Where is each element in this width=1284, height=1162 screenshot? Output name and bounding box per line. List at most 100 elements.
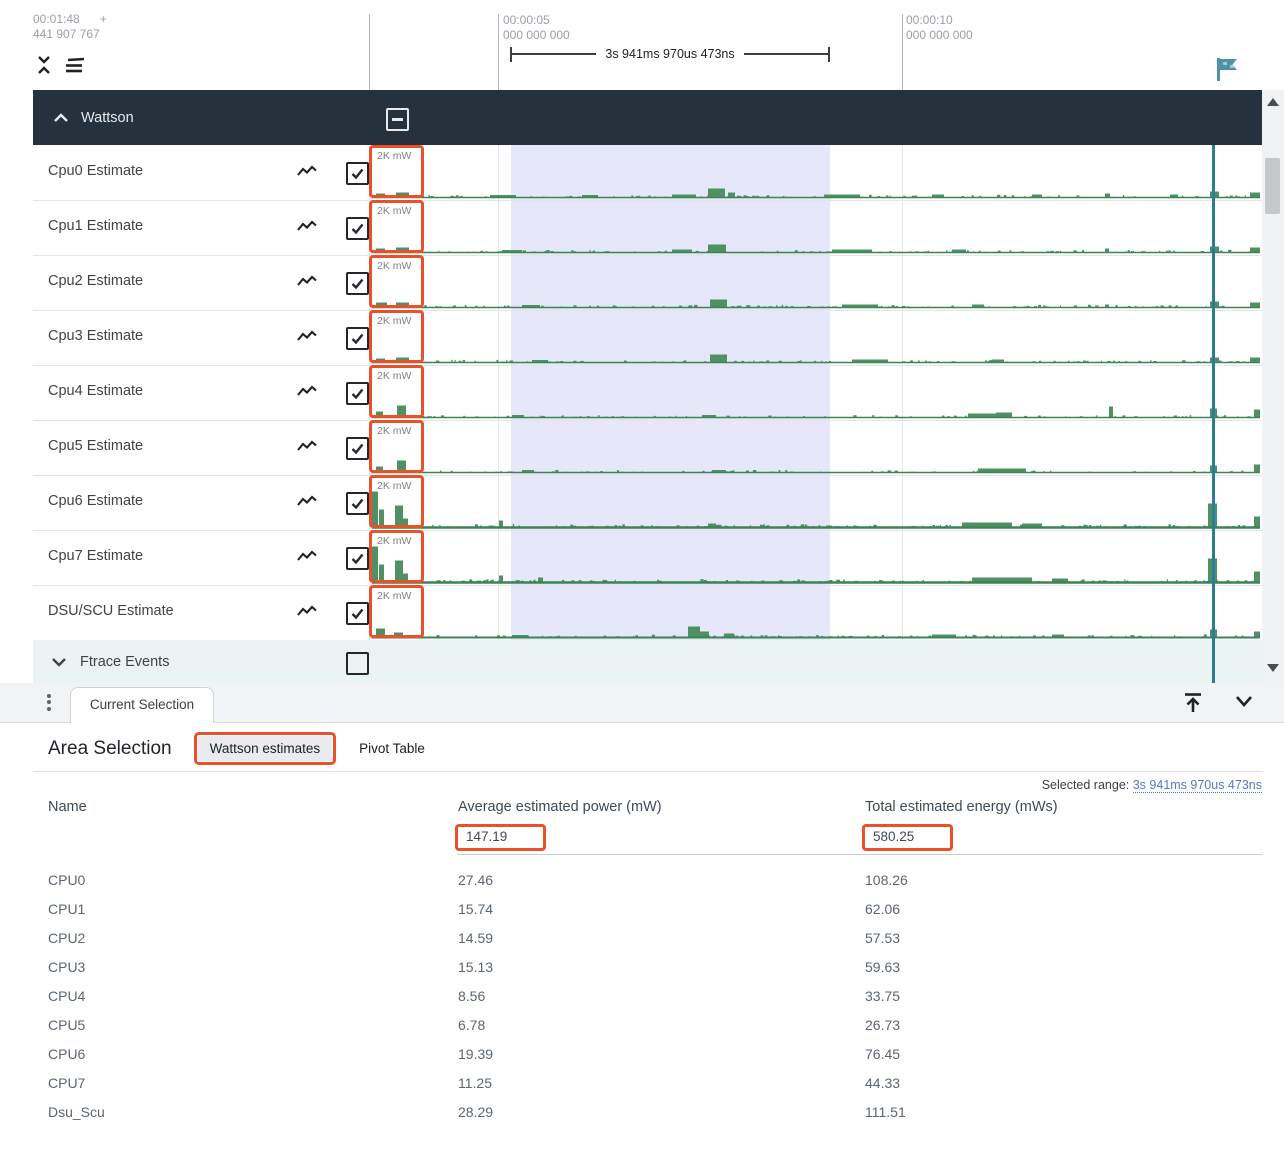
annotation-box: 2K mW xyxy=(369,310,424,363)
row-avg-power: 19.39 xyxy=(458,1046,494,1062)
scrollbar-thumb[interactable] xyxy=(1265,158,1280,214)
check-icon xyxy=(351,498,364,510)
annotation-box: 2K mW xyxy=(369,145,424,198)
row-total-energy: 59.63 xyxy=(865,959,901,975)
row-avg-power: 14.59 xyxy=(458,930,494,946)
vertical-scrollbar[interactable] xyxy=(1262,90,1284,683)
row-avg-power: 6.78 xyxy=(458,1017,486,1033)
check-icon xyxy=(351,443,364,455)
row-total-energy: 108.26 xyxy=(865,872,908,888)
line-chart-icon xyxy=(297,272,318,290)
annotation-box: 2K mW xyxy=(369,200,424,253)
track-row[interactable]: Cpu5 Estimate 2K mW xyxy=(33,420,1262,476)
selected-range: Selected range: 3s 941ms 970us 473ns xyxy=(1041,778,1262,793)
caret-up-icon[interactable] xyxy=(52,112,70,124)
track-checkbox[interactable] xyxy=(346,492,369,515)
viewport-start-label: 00:01:48 + 441 907 767 xyxy=(33,12,107,42)
annotation-box: 2K mW xyxy=(369,585,424,638)
track-row[interactable]: Cpu3 Estimate 2K mW xyxy=(33,310,1262,366)
viewport-time: 00:01:48 xyxy=(33,12,80,26)
group-title: Wattson xyxy=(81,109,134,126)
viewport-offset: 441 907 767 xyxy=(33,27,100,41)
track-row[interactable]: DSU/SCU Estimate 2K mW xyxy=(33,585,1262,641)
line-chart-icon xyxy=(297,327,318,345)
row-name: CPU6 xyxy=(48,1046,86,1062)
row-name: CPU3 xyxy=(48,959,86,975)
row-total-energy: 62.06 xyxy=(865,901,901,917)
line-chart-icon xyxy=(297,382,318,400)
selected-range-link[interactable]: 3s 941ms 970us 473ns xyxy=(1132,778,1262,793)
track-waveform[interactable] xyxy=(372,255,1260,310)
track-waveform[interactable] xyxy=(372,530,1260,585)
selected-range-label: Selected range: xyxy=(1041,778,1130,792)
table-row: CPU6 19.39 76.45 xyxy=(48,1040,1262,1069)
track-row[interactable]: Cpu2 Estimate 2K mW xyxy=(33,255,1262,311)
track-scale-label: 2K mW xyxy=(377,150,412,162)
check-icon xyxy=(351,553,364,565)
track-row[interactable]: Cpu4 Estimate 2K mW xyxy=(33,365,1262,421)
panel-boundary-tick xyxy=(369,14,370,90)
track-waveform[interactable] xyxy=(372,420,1260,475)
track-waveform[interactable] xyxy=(372,310,1260,365)
tab-current-selection[interactable]: Current Selection xyxy=(70,687,214,723)
panel-header: Area Selection Wattson estimates Pivot T… xyxy=(48,732,425,765)
clear-all-icon[interactable] xyxy=(62,56,86,76)
annotation-box: 2K mW xyxy=(369,475,424,528)
track-row[interactable]: Cpu6 Estimate 2K mW xyxy=(33,475,1262,531)
tab-pivot-table[interactable]: Pivot Table xyxy=(359,741,425,756)
track-waveform[interactable] xyxy=(372,145,1260,200)
row-name: CPU1 xyxy=(48,901,86,917)
track-checkbox[interactable] xyxy=(346,272,369,295)
track-scale-label: 2K mW xyxy=(377,590,412,602)
track-row[interactable]: Cpu1 Estimate 2K mW xyxy=(33,200,1262,256)
total-energy: 580.25 xyxy=(873,829,915,844)
chevron-down-icon[interactable] xyxy=(1232,693,1256,711)
scroll-up-icon[interactable] xyxy=(1267,98,1279,106)
row-avg-power: 15.13 xyxy=(458,959,494,975)
row-total-energy: 26.73 xyxy=(865,1017,901,1033)
group-header-wattson[interactable]: Wattson xyxy=(33,90,1262,145)
row-name: CPU7 xyxy=(48,1075,86,1091)
ruler-label-5s: 00:00:05 000 000 000 xyxy=(503,13,570,42)
viewport-plus: + xyxy=(99,12,107,26)
timeline-ruler[interactable]: 00:01:48 + 441 907 767 00:00:05 000 000 00… xyxy=(0,0,1284,90)
scroll-down-icon[interactable] xyxy=(1267,664,1279,672)
flag-icon[interactable] xyxy=(1214,55,1241,83)
row-avg-power: 11.25 xyxy=(458,1075,492,1091)
track-checkbox[interactable] xyxy=(346,382,369,405)
track-checkbox[interactable] xyxy=(346,547,369,570)
track-waveform[interactable] xyxy=(372,585,1260,640)
track-checkbox[interactable] xyxy=(346,327,369,350)
collapse-all-icon[interactable] xyxy=(33,54,55,76)
track-waveform[interactable] xyxy=(372,475,1260,530)
col-total-energy: Total estimated energy (mWs) xyxy=(865,799,1058,815)
track-scale-label: 2K mW xyxy=(377,205,412,217)
dock-to-top-icon[interactable] xyxy=(1180,691,1206,715)
kebab-menu-icon[interactable] xyxy=(42,691,56,715)
ftrace-checkbox[interactable] xyxy=(346,652,369,675)
selection-duration-label: 3s 941ms 970us 473ns xyxy=(605,47,735,61)
group-header-ftrace[interactable]: Ftrace Events xyxy=(33,640,1262,683)
table-row: CPU3 15.13 59.63 xyxy=(48,953,1262,982)
selection-marker-line[interactable] xyxy=(1212,145,1215,683)
indeterminate-checkbox[interactable] xyxy=(386,108,409,131)
track-checkbox[interactable] xyxy=(346,162,369,185)
row-avg-power: 8.56 xyxy=(458,988,486,1004)
track-row[interactable]: Cpu0 Estimate 2K mW xyxy=(33,145,1262,201)
track-checkbox[interactable] xyxy=(346,217,369,240)
track-waveform[interactable] xyxy=(372,200,1260,255)
caret-down-icon[interactable] xyxy=(50,656,68,668)
row-avg-power: 28.29 xyxy=(458,1104,494,1120)
track-checkbox[interactable] xyxy=(346,602,369,625)
track-waveform[interactable] xyxy=(372,365,1260,420)
track-name: Cpu1 Estimate xyxy=(48,218,144,234)
tab-wattson-estimates[interactable]: Wattson estimates xyxy=(197,736,333,761)
track-row[interactable]: Cpu7 Estimate 2K mW xyxy=(33,530,1262,586)
check-icon xyxy=(351,223,364,235)
table-row: CPU2 14.59 57.53 xyxy=(48,924,1262,953)
track-checkbox[interactable] xyxy=(346,437,369,460)
track-scale-label: 2K mW xyxy=(377,370,412,382)
area-selection-overlay xyxy=(511,145,830,640)
row-total-energy: 76.45 xyxy=(865,1046,901,1062)
